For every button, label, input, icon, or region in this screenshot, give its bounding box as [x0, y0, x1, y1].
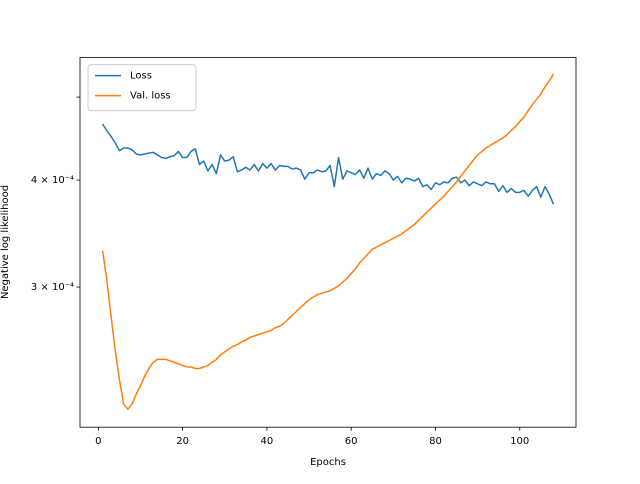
y-axis-label: Negative log likelihood [0, 185, 11, 299]
y-tick-label: 4 × 10⁻⁴ [31, 175, 74, 186]
y-tick-label: 3 × 10⁻⁴ [31, 282, 74, 293]
line-series [101, 73, 555, 410]
legend-label: Loss [130, 71, 152, 82]
x-tick-label: 80 [429, 436, 442, 447]
x-tick-label: 0 [95, 436, 101, 447]
x-tick-label: 100 [510, 436, 529, 447]
axes-frame [79, 57, 577, 428]
x-tick-label: 40 [261, 436, 274, 447]
line-series [101, 123, 555, 205]
legend-label: Val. loss [130, 91, 171, 102]
x-tick-label: 20 [176, 436, 189, 447]
x-tick-label: 60 [345, 436, 358, 447]
x-axis-label: Epochs [310, 457, 346, 468]
